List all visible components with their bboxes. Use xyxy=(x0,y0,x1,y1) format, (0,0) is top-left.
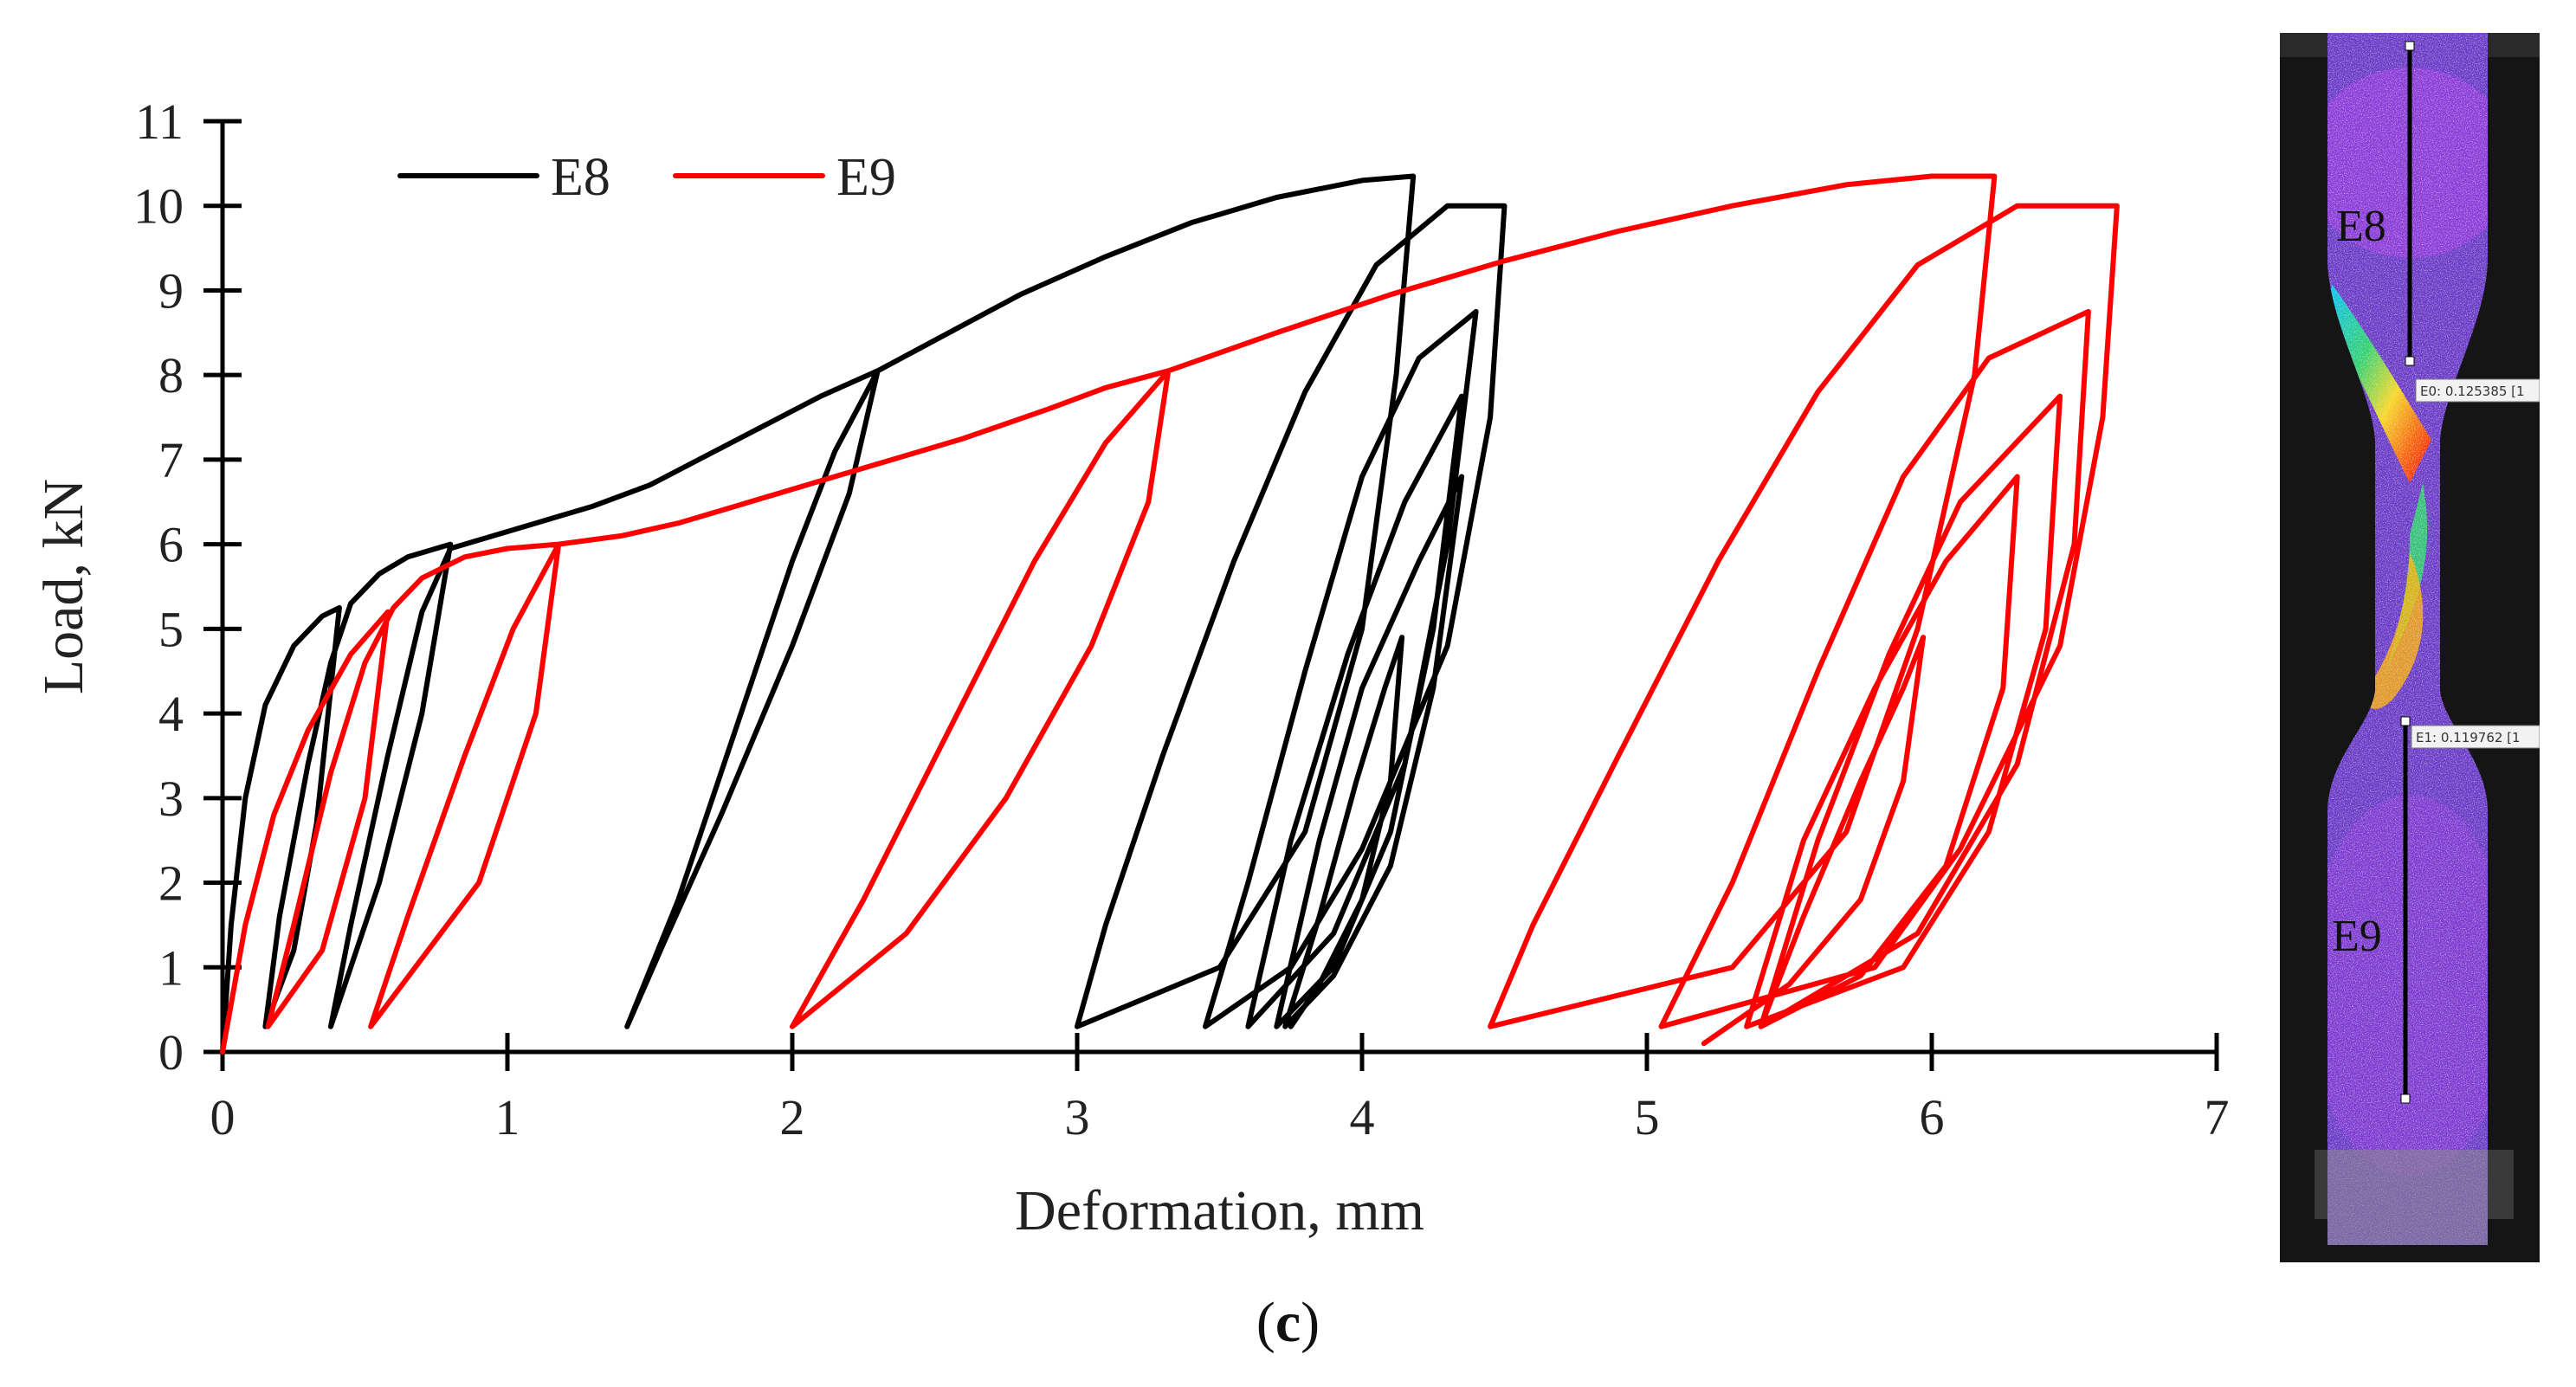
caption-close-paren: ) xyxy=(1301,1291,1320,1354)
x-tick-label: 6 xyxy=(1920,1089,1945,1145)
series-line-e9 xyxy=(220,173,2120,1055)
y-tick-label: 7 xyxy=(158,432,184,488)
y-tick-label: 2 xyxy=(158,855,184,912)
y-tick-label: 3 xyxy=(158,771,184,827)
legend: E8 E9 xyxy=(397,148,896,207)
x-tick-label: 0 xyxy=(210,1089,236,1145)
y-tick-label: 4 xyxy=(158,686,184,742)
x-tick-label: 3 xyxy=(1065,1089,1090,1145)
y-axis-title: Load, kN xyxy=(32,479,95,694)
gauge-marker-upper-bottom xyxy=(2405,356,2415,366)
dic-specimen-photo: E8 E9 E0: 0.125385 [1 E1: 0.119762 [1 xyxy=(2280,33,2540,1262)
caption-letter: c xyxy=(1275,1291,1301,1354)
axes xyxy=(220,121,2217,1055)
legend-label-e9: E9 xyxy=(836,148,896,207)
y-tick-label: 11 xyxy=(135,94,184,150)
readout-box-lower xyxy=(2411,725,2540,749)
legend-label-e8: E8 xyxy=(551,148,610,207)
y-tick-label: 9 xyxy=(158,262,184,319)
y-tick-label: 8 xyxy=(158,347,184,403)
y-tick-label: 0 xyxy=(158,1024,184,1081)
y-tick-label: 10 xyxy=(133,178,184,235)
gauge-marker-lower-top xyxy=(2400,716,2411,726)
y-tick-label: 1 xyxy=(158,939,184,996)
curves xyxy=(220,173,2120,1055)
readout-box-upper xyxy=(2415,378,2540,403)
x-tick-label: 1 xyxy=(495,1089,520,1145)
y-tick-label: 6 xyxy=(158,517,184,573)
readout-upper: E0: 0.125385 [1 xyxy=(2420,384,2525,399)
y-tick-label: 5 xyxy=(158,601,184,657)
specimen-bottom-end xyxy=(2327,1150,2488,1245)
x-tick-label: 2 xyxy=(780,1089,805,1145)
figure-caption: (c) xyxy=(0,1290,2576,1356)
readout-lower: E1: 0.119762 [1 xyxy=(2416,730,2521,745)
x-tick-label: 4 xyxy=(1350,1089,1375,1145)
x-tick-label: 7 xyxy=(2205,1089,2230,1145)
x-axis-title: Deformation, mm xyxy=(1015,1179,1424,1242)
gauge-marker-upper-top xyxy=(2405,41,2415,51)
load-deformation-chart: 0 1 2 3 4 5 6 7 0 1 2 3 4 5 6 7 8 9 10 11 E8 E9 Deformation… xyxy=(32,94,2230,1242)
gauge-label-lower: E9 xyxy=(2332,912,2382,961)
gauge-marker-lower-bottom xyxy=(2400,1093,2411,1104)
series-line-e8 xyxy=(220,173,1508,1055)
gauge-label-upper: E8 xyxy=(2336,202,2386,251)
x-tick-label: 5 xyxy=(1635,1089,1660,1145)
caption-open-paren: ( xyxy=(1256,1291,1275,1354)
